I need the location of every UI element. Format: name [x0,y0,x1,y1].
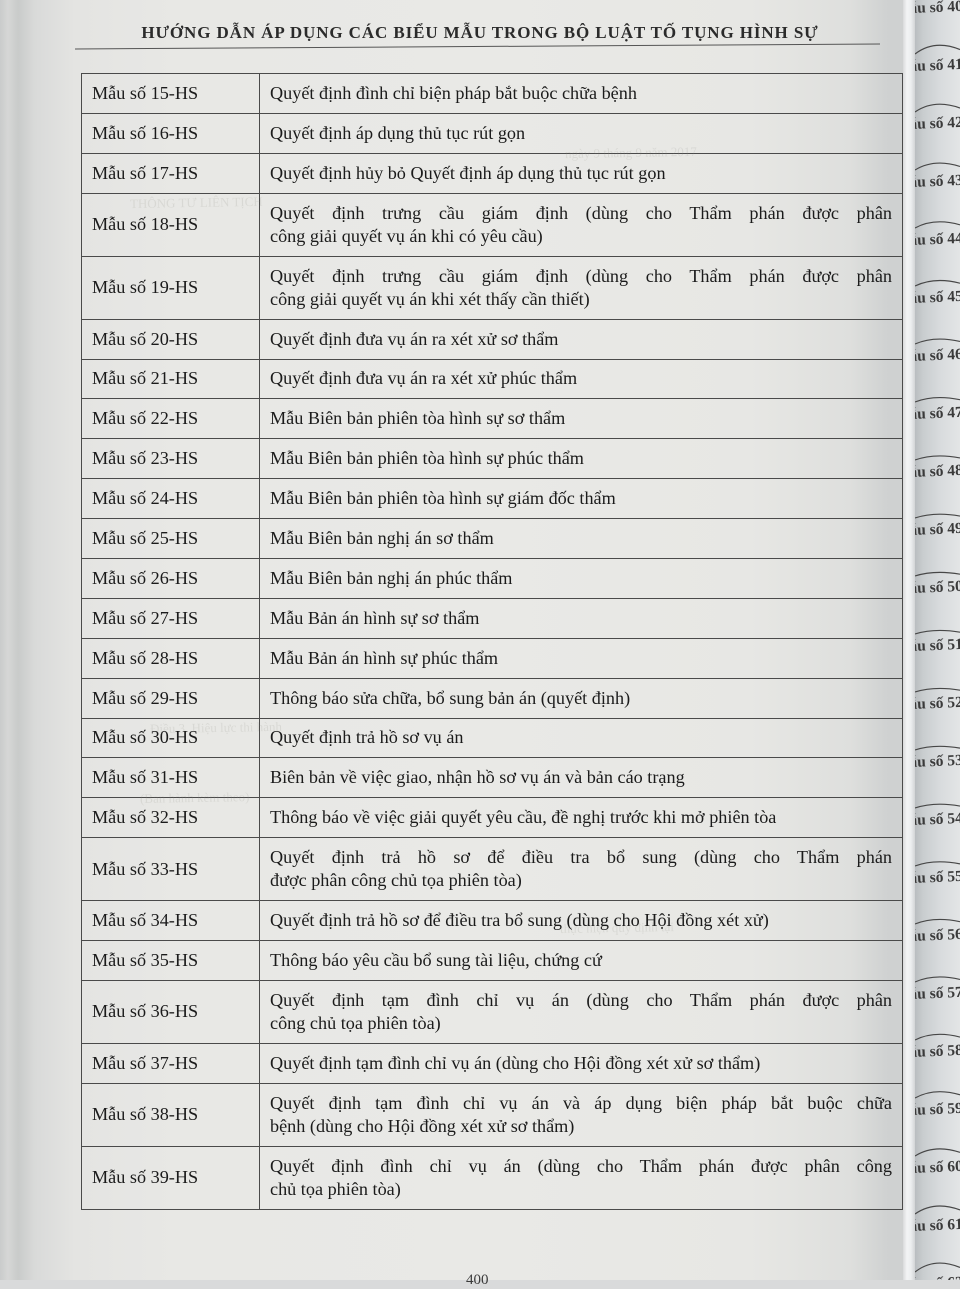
svg-text:Mẫu số 56: Mẫu số 56 [915,926,960,946]
svg-text:Mẫu số 49: Mẫu số 49 [915,520,960,540]
svg-text:Mẫu số 60: Mẫu số 60 [915,1158,960,1178]
svg-text:Mẫu số 55: Mẫu số 55 [915,868,960,888]
svg-text:Mẫu số 59: Mẫu số 59 [915,1100,960,1120]
svg-text:Mẫu số 62: Mẫu số 62 [915,1274,960,1280]
svg-text:Mẫu số 51: Mẫu số 51 [915,636,960,656]
svg-text:Mẫu số 57: Mẫu số 57 [915,984,960,1004]
svg-text:Mẫu số 58: Mẫu số 58 [915,1042,960,1062]
svg-text:Mẫu số 46: Mẫu số 46 [915,346,960,366]
svg-text:Mẫu số 42: Mẫu số 42 [915,114,960,134]
svg-text:Mẫu số 43: Mẫu số 43 [915,172,960,192]
svg-text:Mẫu số 53: Mẫu số 53 [915,752,960,772]
svg-text:Mẫu số 44: Mẫu số 44 [915,230,960,250]
svg-text:Mẫu số 41: Mẫu số 41 [915,56,960,76]
svg-text:Mẫu số 45: Mẫu số 45 [915,288,960,308]
svg-text:Mẫu số 48: Mẫu số 48 [915,462,960,482]
svg-text:Mẫu số 61: Mẫu số 61 [915,1216,960,1236]
svg-text:Mẫu số 54: Mẫu số 54 [915,810,960,830]
svg-text:Mẫu số 47: Mẫu số 47 [915,404,960,424]
svg-text:Mẫu số 52: Mẫu số 52 [915,694,960,714]
svg-text:Mẫu số 50: Mẫu số 50 [915,578,960,598]
svg-text:Mẫu số 40: Mẫu số 40 [915,0,960,18]
